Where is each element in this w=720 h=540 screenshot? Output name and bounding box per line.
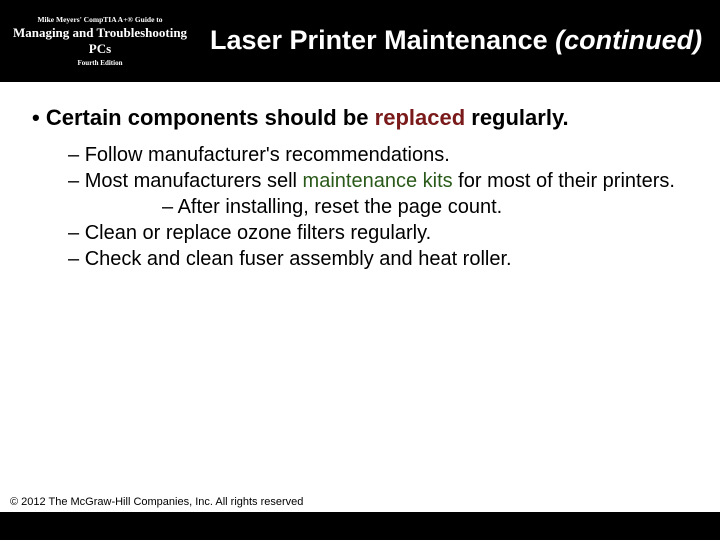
slide-header: Mike Meyers' CompTIA A+® Guide to Managi… [0,0,720,82]
sub-item-4: Check and clean fuser assembly and heat … [68,246,688,272]
bullet-list: Certain components should be replaced re… [32,104,688,132]
l1-highlight: replaced [375,105,466,130]
sub-item-3: Clean or replace ozone filters regularly… [68,220,688,246]
sub-item-2: Most manufacturers sell maintenance kits… [68,168,688,194]
sub-list-2: Clean or replace ozone filters regularly… [32,220,688,272]
subsub-item-1: After installing, reset the page count. [162,194,688,220]
copyright-text: © 2012 The McGraw-Hill Companies, Inc. A… [10,496,303,508]
subsub-list: After installing, reset the page count. [32,194,688,220]
slide-title: Laser Printer Maintenance (continued) [200,25,720,56]
bullet-l1: Certain components should be replaced re… [32,104,688,132]
sub2-post: for most of their printers. [453,170,675,192]
sub2-pre: Most manufacturers sell [85,170,303,192]
footer-bar [0,512,720,540]
book-label: Mike Meyers' CompTIA A+® Guide to Managi… [0,11,200,72]
sub-list: Follow manufacturer's recommendations. M… [32,142,688,194]
book-line1: Mike Meyers' CompTIA A+® Guide to [8,15,192,24]
book-line3: Fourth Edition [8,59,192,67]
slide-content: Certain components should be replaced re… [0,82,720,272]
title-continued: (continued) [555,25,702,55]
l1-pre: Certain components should be [46,105,375,130]
sub-item-1: Follow manufacturer's recommendations. [68,142,688,168]
l1-post: regularly. [465,105,569,130]
sub2-highlight: maintenance kits [303,170,453,192]
book-line2: Managing and Troubleshooting PCs [8,25,192,58]
title-main: Laser Printer Maintenance [210,25,555,55]
